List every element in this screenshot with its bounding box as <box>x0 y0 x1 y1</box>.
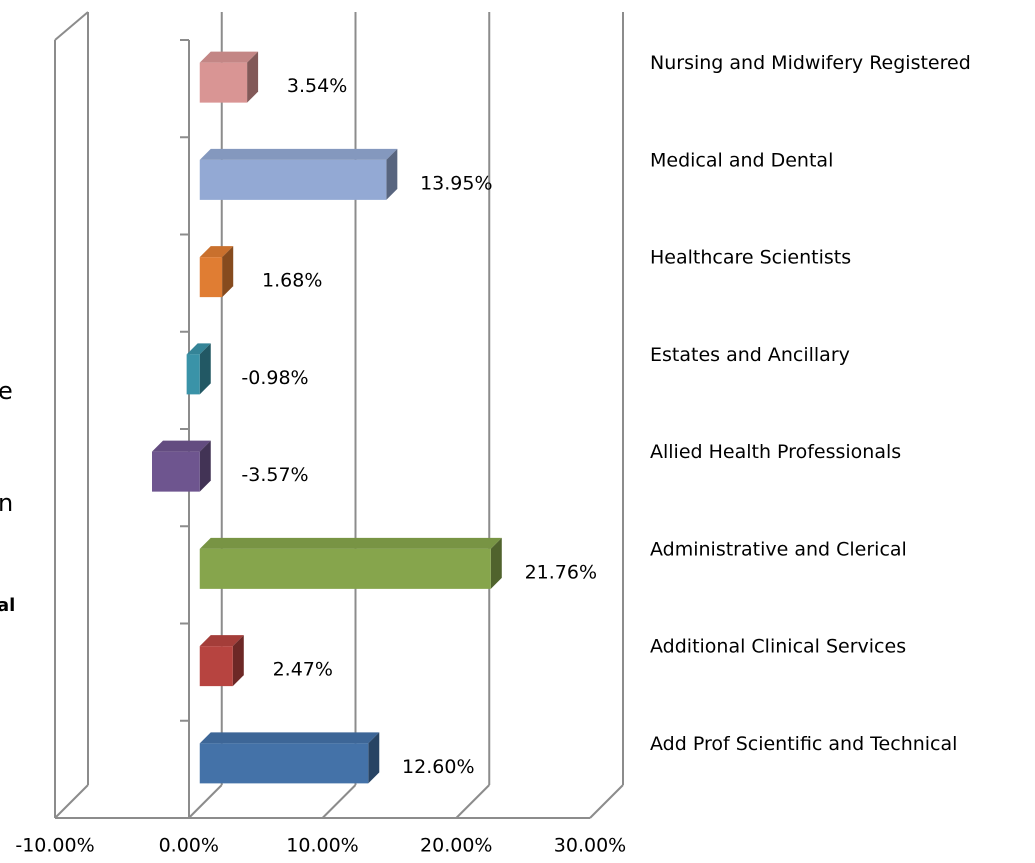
bar-top <box>199 732 380 744</box>
bar <box>186 354 200 395</box>
category-label: Administrative and Clerical <box>650 538 907 560</box>
bar-side <box>199 440 211 492</box>
category-label: Medical and Dental <box>650 149 833 171</box>
category-label: Healthcare Scientists <box>650 247 851 269</box>
x-tick-label: 20.00% <box>420 835 492 857</box>
bar-side <box>490 537 502 589</box>
x-tick-label: 10.00% <box>286 835 358 857</box>
floor-line <box>589 784 624 819</box>
bar-top <box>199 246 234 258</box>
x-tick-label: -10.00% <box>15 835 94 857</box>
cropped-text: al <box>0 595 15 616</box>
category-label: Allied Health Professionals <box>650 441 901 463</box>
bar <box>199 743 369 784</box>
bar <box>199 159 387 200</box>
floor-line <box>321 784 357 819</box>
value-label: 2.47% <box>273 659 333 681</box>
bar-side <box>247 51 259 103</box>
bar <box>199 646 233 687</box>
cropped-text: n <box>0 489 13 517</box>
bar <box>199 62 248 103</box>
value-label: 21.76% <box>525 561 597 583</box>
left-wall-top <box>54 11 89 41</box>
value-label: 3.54% <box>287 75 347 97</box>
bar <box>152 451 200 492</box>
floor-line <box>455 784 490 819</box>
category-label: Additional Clinical Services <box>650 636 906 658</box>
category-label: Nursing and Midwifery Registered <box>650 52 971 74</box>
bar-side <box>386 148 398 200</box>
bar-top <box>199 51 259 63</box>
x-tick-label: 30.00% <box>554 835 626 857</box>
bar <box>199 257 223 298</box>
x-tick-label: 0.00% <box>159 835 219 857</box>
category-label: Estates and Ancillary <box>650 344 850 366</box>
bar-top <box>199 537 502 549</box>
value-label: 12.60% <box>402 756 474 778</box>
value-label: 1.68% <box>262 270 322 292</box>
floor-line <box>188 784 223 819</box>
cropped-text: e <box>0 377 13 405</box>
floor-line <box>54 784 89 819</box>
bar-top <box>199 148 398 160</box>
category-label: Add Prof Scientific and Technical <box>650 733 957 755</box>
bar-side <box>368 732 380 784</box>
bar-side <box>199 343 211 395</box>
bar-top <box>152 440 211 452</box>
bar-side <box>222 246 234 298</box>
bar-side <box>232 635 244 687</box>
value-label: -3.57% <box>241 464 308 486</box>
value-label: -0.98% <box>241 367 308 389</box>
bar <box>199 548 491 589</box>
value-label: 13.95% <box>420 172 492 194</box>
bar-top <box>199 635 244 647</box>
bar-top <box>186 343 211 355</box>
